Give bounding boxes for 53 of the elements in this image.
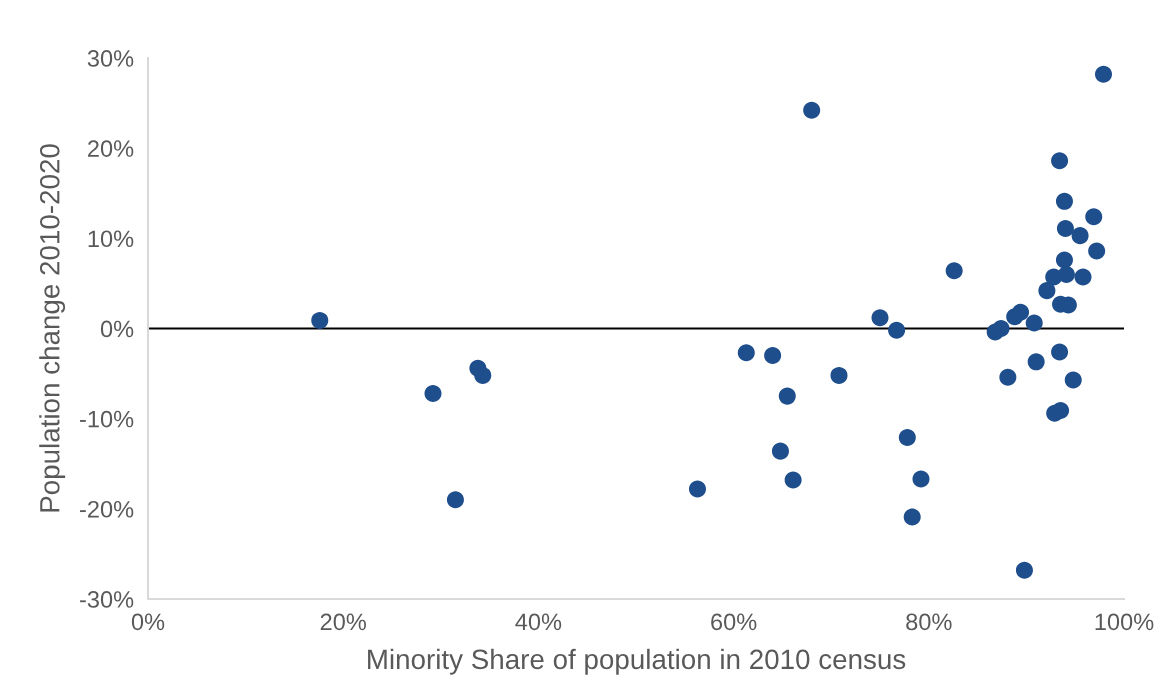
point	[778, 387, 796, 405]
point	[688, 480, 706, 498]
point	[784, 471, 802, 489]
x-tick-label: 80%	[906, 613, 952, 631]
point	[1056, 219, 1074, 237]
x-tick-label: 60%	[711, 613, 757, 631]
point	[474, 366, 492, 384]
point	[871, 309, 889, 327]
point	[311, 311, 329, 329]
x-axis-title: Minority Share of population in 2010 census	[368, 648, 906, 675]
x-tick-label: 20%	[320, 613, 366, 631]
point	[446, 491, 464, 509]
x-tick-label: 100%	[1095, 613, 1154, 631]
point	[1025, 314, 1043, 332]
point	[903, 508, 921, 526]
point	[1038, 282, 1056, 300]
point	[771, 442, 789, 460]
point	[1057, 265, 1075, 283]
point	[888, 321, 906, 339]
point	[1015, 561, 1033, 579]
x-tick-label: 40%	[515, 613, 562, 631]
point	[1071, 227, 1089, 245]
point	[1085, 208, 1103, 226]
point	[1064, 371, 1082, 389]
point	[1055, 251, 1073, 269]
y-tick-label: 30%	[87, 50, 134, 67]
y-tick-label: 10%	[88, 230, 134, 248]
point	[830, 366, 848, 384]
y-axis-title: Population change 2010-2020	[39, 144, 66, 512]
point	[898, 429, 916, 447]
point	[945, 262, 963, 280]
y-tick-label: 0%	[100, 320, 134, 338]
y-tick-label: 20%	[88, 140, 134, 157]
point	[1055, 192, 1073, 210]
y-tick-label: -20%	[80, 500, 134, 518]
point	[1074, 268, 1092, 286]
point	[803, 101, 821, 119]
point	[992, 319, 1010, 338]
point	[912, 470, 930, 488]
point	[999, 368, 1017, 386]
point	[1095, 65, 1113, 83]
point	[1027, 353, 1045, 371]
point	[1088, 242, 1106, 260]
point	[424, 384, 442, 402]
point	[1012, 303, 1030, 321]
y-tick-label: -10%	[80, 410, 134, 428]
point	[1051, 343, 1069, 361]
point	[764, 347, 782, 365]
y-tick-label: -30%	[80, 591, 134, 608]
point	[737, 344, 755, 362]
point	[1052, 402, 1070, 420]
point	[1051, 152, 1069, 170]
x-tick-label: 0%	[131, 613, 165, 631]
